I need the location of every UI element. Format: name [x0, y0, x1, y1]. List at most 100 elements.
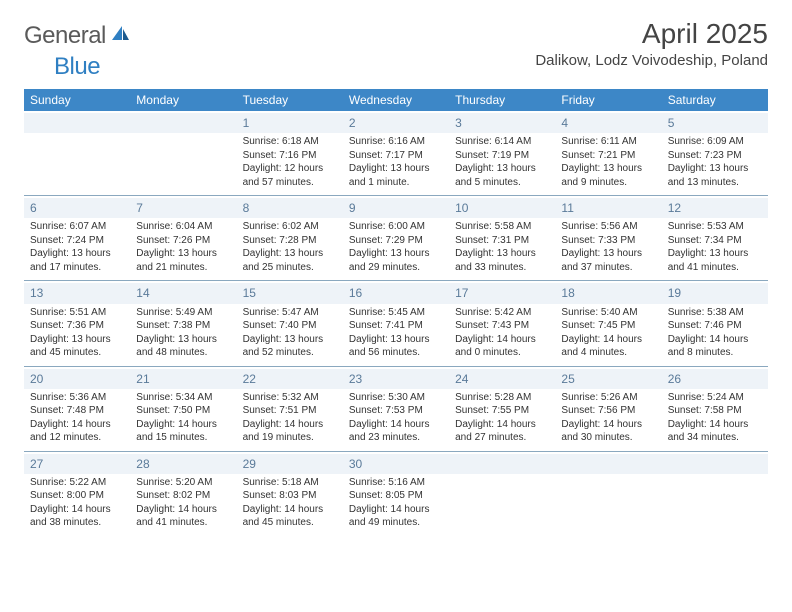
calendar-cell [449, 451, 555, 536]
day-number-empty [130, 113, 236, 133]
calendar-cell: 9Sunrise: 6:00 AMSunset: 7:29 PMDaylight… [343, 196, 449, 281]
title-block: April 2025 Dalikow, Lodz Voivodeship, Po… [535, 18, 768, 69]
daylight-text: and 29 minutes. [349, 261, 443, 275]
daylight-text: Daylight: 13 hours [349, 162, 443, 176]
daylight-text: and 34 minutes. [668, 431, 762, 445]
sunrise-text: Sunrise: 5:58 AM [455, 220, 549, 234]
calendar-cell: 22 Sunrise: 5:32 AMSunset: 7:51 PMDayligh… [237, 366, 343, 451]
calendar-cell: 3Sunrise: 6:14 AMSunset: 7:19 PMDaylight… [449, 111, 555, 196]
sunset-text: Sunset: 8:03 PM [243, 489, 337, 503]
sunrise-text: Sunrise: 6:14 AM [455, 135, 549, 149]
calendar-cell [24, 111, 130, 196]
calendar-cell: 27Sunrise: 5:22 AMSunset: 8:00 PMDayligh… [24, 451, 130, 536]
sunrise-text: Sunrise: 6:18 AM [243, 135, 337, 149]
calendar-cell: 7Sunrise: 6:04 AMSunset: 7:26 PMDaylight… [130, 196, 236, 281]
daylight-text: Daylight: 14 hours [668, 418, 762, 432]
calendar-body: 1 Sunrise: 6:18 AMSunset: 7:16 PM Daylight… [24, 111, 768, 536]
daylight-text: Daylight: 13 hours [243, 333, 337, 347]
sunset-text: Sunset: 7:36 PM [30, 319, 124, 333]
daylight-text: Daylight: 14 hours [561, 333, 655, 347]
sunrise-text: Sunrise: 5:36 AM [30, 391, 124, 405]
day-number: 29 [237, 454, 343, 474]
calendar-cell: 11Sunrise: 5:56 AMSunset: 7:33 PMDayligh… [555, 196, 661, 281]
daylight-text: and 5 minutes. [455, 176, 549, 190]
day-number: 16 [343, 283, 449, 303]
sunset-text: Sunset: 7:38 PM [136, 319, 230, 333]
daylight-text: and 0 minutes. [455, 346, 549, 360]
daylight-text: and 45 minutes. [243, 516, 337, 530]
calendar-cell: 8Sunrise: 6:02 AMSunset: 7:28 PMDaylight… [237, 196, 343, 281]
daylight-text: Daylight: 13 hours [455, 162, 549, 176]
calendar-cell: 12Sunrise: 5:53 AMSunset: 7:34 PMDayligh… [662, 196, 768, 281]
weekday-header: Tuesday [237, 89, 343, 111]
day-number: 17 [449, 283, 555, 303]
daylight-text: and 25 minutes. [243, 261, 337, 275]
weekday-header: Wednesday [343, 89, 449, 111]
calendar-week-row: 27Sunrise: 5:22 AMSunset: 8:00 PMDayligh… [24, 451, 768, 536]
weekday-header: Thursday [449, 89, 555, 111]
calendar-cell: 19Sunrise: 5:38 AMSunset: 7:46 PMDayligh… [662, 281, 768, 366]
day-number: 21 [130, 369, 236, 389]
sunset-text: Sunset: 7:46 PM [668, 319, 762, 333]
daylight-text: Daylight: 14 hours [668, 333, 762, 347]
calendar-table: Sunday Monday Tuesday Wednesday Thursday… [24, 89, 768, 536]
day-number: 3 [449, 113, 555, 133]
calendar-cell: 25Sunrise: 5:26 AMSunset: 7:56 PMDayligh… [555, 366, 661, 451]
weekday-header: Saturday [662, 89, 768, 111]
calendar-week-row: 13Sunrise: 5:51 AMSunset: 7:36 PMDayligh… [24, 281, 768, 366]
day-number-empty [24, 113, 130, 133]
sunrise-text: Sunrise: 5:34 AM [136, 391, 230, 405]
day-number: 12 [662, 198, 768, 218]
sunrise-text: Sunrise: 5:18 AM [243, 476, 337, 490]
calendar-cell: 17Sunrise: 5:42 AMSunset: 7:43 PMDayligh… [449, 281, 555, 366]
sunset-text: Sunset: 7:29 PM [349, 234, 443, 248]
daylight-text: and 45 minutes. [30, 346, 124, 360]
sunset-text: Sunset: 7:50 PM [136, 404, 230, 418]
daylight-text: and 23 minutes. [349, 431, 443, 445]
sunrise-text: Sunrise: 5:51 AM [30, 306, 124, 320]
daylight-text: and 38 minutes. [30, 516, 124, 530]
month-title: April 2025 [535, 18, 768, 50]
daylight-text: and 57 minutes. [243, 176, 337, 190]
day-number: 5 [662, 113, 768, 133]
daylight-text: and 27 minutes. [455, 431, 549, 445]
day-number: 28 [130, 454, 236, 474]
daylight-text: Daylight: 14 hours [349, 503, 443, 517]
sunrise-text: Sunrise: 5:24 AM [668, 391, 762, 405]
calendar-cell: 23Sunrise: 5:30 AMSunset: 7:53 PMDayligh… [343, 366, 449, 451]
daylight-text: and 49 minutes. [349, 516, 443, 530]
calendar-cell: 5Sunrise: 6:09 AMSunset: 7:23 PMDaylight… [662, 111, 768, 196]
sunset-text: Sunset: 7:31 PM [455, 234, 549, 248]
day-number: 7 [130, 198, 236, 218]
day-number: 1 [237, 113, 343, 133]
sunset-text: Sunset: 7:16 PM [243, 149, 337, 163]
calendar-cell: 24Sunrise: 5:28 AMSunset: 7:55 PMDayligh… [449, 366, 555, 451]
daylight-text: Daylight: 14 hours [243, 418, 337, 432]
sunset-text: Sunset: 7:45 PM [561, 319, 655, 333]
day-number: 19 [662, 283, 768, 303]
daylight-text: Daylight: 14 hours [561, 418, 655, 432]
day-number: 22 [237, 369, 343, 389]
sunrise-text: Sunrise: 5:32 AM [243, 391, 337, 405]
sunset-text: Sunset: 8:05 PM [349, 489, 443, 503]
daylight-text: and 48 minutes. [136, 346, 230, 360]
daylight-text: and 30 minutes. [561, 431, 655, 445]
sunrise-text: Sunrise: 5:30 AM [349, 391, 443, 405]
sunrise-text: Sunrise: 6:04 AM [136, 220, 230, 234]
daylight-text: and 21 minutes. [136, 261, 230, 275]
daylight-text: and 52 minutes. [243, 346, 337, 360]
sunrise-text: Sunrise: 6:02 AM [243, 220, 337, 234]
day-number: 15 [237, 283, 343, 303]
daylight-text: and 41 minutes. [136, 516, 230, 530]
sunset-text: Sunset: 7:51 PM [243, 404, 337, 418]
logo-sail-icon [110, 24, 130, 49]
sunset-text: Sunset: 7:56 PM [561, 404, 655, 418]
daylight-text: and 17 minutes. [30, 261, 124, 275]
sunrise-text: Sunrise: 6:16 AM [349, 135, 443, 149]
calendar-week-row: 6Sunrise: 6:07 AMSunset: 7:24 PMDaylight… [24, 196, 768, 281]
day-number: 11 [555, 198, 661, 218]
day-number: 30 [343, 454, 449, 474]
daylight-text: Daylight: 13 hours [668, 162, 762, 176]
sunrise-text: Sunrise: 5:53 AM [668, 220, 762, 234]
sunset-text: Sunset: 8:00 PM [30, 489, 124, 503]
